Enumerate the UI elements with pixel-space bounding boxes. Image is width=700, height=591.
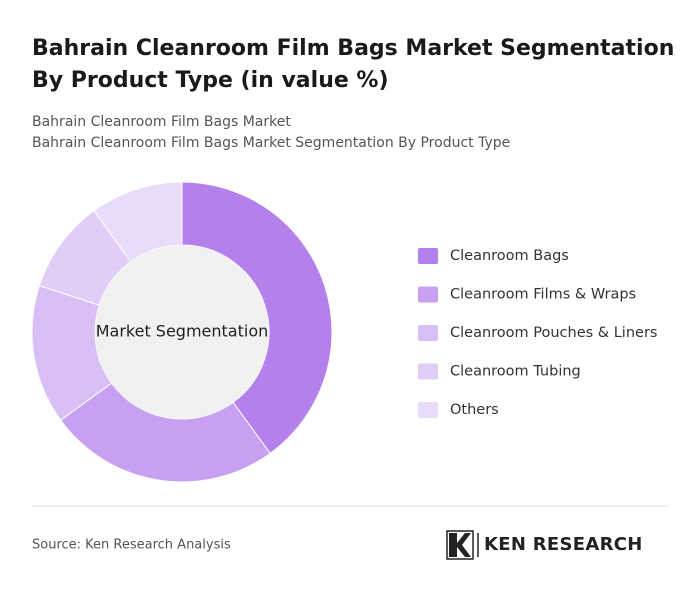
source: Source: Ken Research Analysis [32,538,231,553]
center-label: Market Segmentation [96,322,269,341]
legend-label: Cleanroom Pouches & Liners [450,325,657,341]
logo-text: KEN RESEARCH [484,534,643,555]
chart-title: Bahrain Cleanroom Film Bags Market Segme… [32,36,674,61]
donut [31,181,333,483]
legend-label: Cleanroom Films & Wraps [450,287,636,303]
legend-swatch [418,286,438,303]
legend-label: Cleanroom Bags [450,248,569,264]
legend-swatch [418,248,438,264]
chart-title: By Product Type (in value %) [32,68,389,93]
legend-swatch [418,402,438,418]
logo-frame [446,530,474,560]
subtitle: Bahrain Cleanroom Film Bags Market [32,114,291,130]
subtitle: Bahrain Cleanroom Film Bags Market Segme… [32,135,510,151]
legend-label: Cleanroom Tubing [450,364,581,380]
logo: KEN RESEARCH [446,530,643,560]
donut-hole [95,245,269,419]
legend-swatch [418,325,438,341]
legend-swatch [418,363,438,380]
legend-label: Others [450,402,499,418]
legend: Cleanroom Bags Cleanroom Films & Wraps Cle… [418,248,657,418]
logo-icon [449,533,471,557]
